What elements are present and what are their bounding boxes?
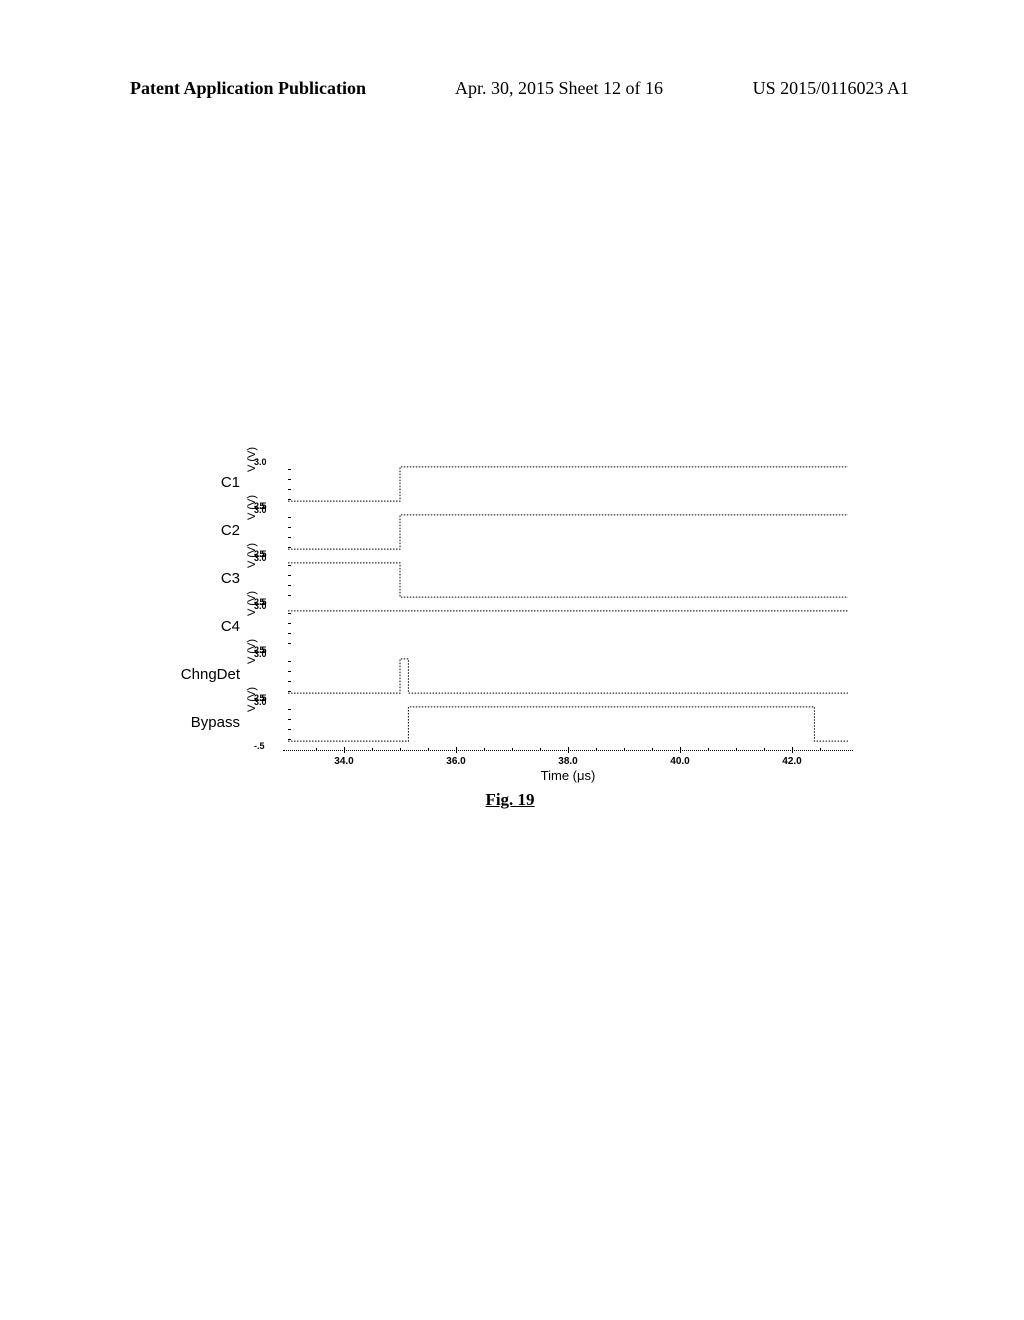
page-header: Patent Application Publication Apr. 30, … (0, 78, 1024, 108)
trace-svg (288, 604, 848, 652)
y-tick: 3.0 (254, 601, 267, 611)
x-minor-tick (596, 748, 597, 751)
x-minor-tick (708, 748, 709, 751)
trace-svg (288, 460, 848, 508)
signal-row-c1: C1 V (V) 3.0 -.5 2.5 (160, 460, 860, 508)
trace-svg (288, 508, 848, 556)
signal-row-bypass: Bypass V (V) 3.0 -.5 (160, 700, 860, 748)
x-minor-tick (624, 748, 625, 751)
y-ticks: 3.0 -.5 (254, 700, 284, 748)
trace-svg (288, 652, 848, 700)
y-tick-marks (288, 700, 292, 748)
x-minor-tick (428, 748, 429, 751)
x-tick-mark (344, 747, 345, 753)
signal-label: C1 (160, 474, 240, 491)
header-right: US 2015/0116023 A1 (753, 78, 909, 99)
plot-c2 (288, 508, 848, 556)
x-minor-tick (764, 748, 765, 751)
y-ticks: 3.0 -.5 2.5 (254, 652, 284, 700)
header-left: Patent Application Publication (130, 78, 366, 99)
x-minor-tick (540, 748, 541, 751)
x-minor-tick (736, 748, 737, 751)
signal-row-c2: C2 V (V) 3.0 -.5 2.5 (160, 508, 860, 556)
signal-label: C3 (160, 570, 240, 587)
x-minor-tick (512, 748, 513, 751)
x-tick-mark (680, 747, 681, 753)
x-tick-label: 40.0 (670, 756, 689, 767)
y-tick: 3.0 (254, 649, 267, 659)
signal-label: ChngDet (160, 666, 240, 683)
y-tick-marks (288, 556, 292, 604)
plot-c3 (288, 556, 848, 604)
signal-row-c4: C4 V (V) 3.0 -.5 2.5 (160, 604, 860, 652)
y-ticks: 3.0 -.5 2.5 (254, 604, 284, 652)
y-tick-marks (288, 652, 292, 700)
y-ticks: 3.0 -.5 2.5 (254, 460, 284, 508)
x-tick-label: 36.0 (446, 756, 465, 767)
x-tick-label: 34.0 (334, 756, 353, 767)
x-tick-label: 38.0 (558, 756, 577, 767)
x-minor-tick (316, 748, 317, 751)
x-axis-title: Time (μs) (541, 768, 596, 783)
plot-chngdet (288, 652, 848, 700)
header-center: Apr. 30, 2015 Sheet 12 of 16 (455, 78, 663, 99)
y-tick-marks (288, 604, 292, 652)
x-tick-mark (456, 747, 457, 753)
trace-svg (288, 556, 848, 604)
x-minor-tick (372, 748, 373, 751)
figure-19: C1 V (V) 3.0 -.5 2.5 C2 V (V) 3.0 -.5 2.… (160, 460, 860, 820)
signal-row-chngdet: ChngDet V (V) 3.0 -.5 2.5 (160, 652, 860, 700)
trace-svg (288, 700, 848, 748)
y-tick-marks (288, 460, 292, 508)
x-minor-tick (400, 748, 401, 751)
patent-page: Patent Application Publication Apr. 30, … (0, 0, 1024, 1320)
x-tick-mark (568, 747, 569, 753)
y-ticks: 3.0 -.5 2.5 (254, 556, 284, 604)
x-axis: 34.0 36.0 38.0 40.0 42.0 Time (μs) (288, 750, 848, 790)
y-tick-marks (288, 508, 292, 556)
signal-row-c3: C3 V (V) 3.0 -.5 2.5 (160, 556, 860, 604)
x-minor-tick (484, 748, 485, 751)
y-tick: 3.0 (254, 457, 267, 467)
y-tick: 3.0 (254, 553, 267, 563)
signal-label: C2 (160, 522, 240, 539)
y-tick: -.5 (254, 741, 265, 751)
y-tick: 3.0 (254, 697, 267, 707)
figure-caption: Fig. 19 (485, 790, 534, 810)
x-minor-tick (820, 748, 821, 751)
signal-label: Bypass (160, 714, 240, 731)
plot-c1 (288, 460, 848, 508)
signal-label: C4 (160, 618, 240, 635)
plot-c4 (288, 604, 848, 652)
x-tick-label: 42.0 (782, 756, 801, 767)
y-ticks: 3.0 -.5 2.5 (254, 508, 284, 556)
x-tick-mark (792, 747, 793, 753)
plot-bypass (288, 700, 848, 748)
x-minor-tick (652, 748, 653, 751)
y-tick: 3.0 (254, 505, 267, 515)
